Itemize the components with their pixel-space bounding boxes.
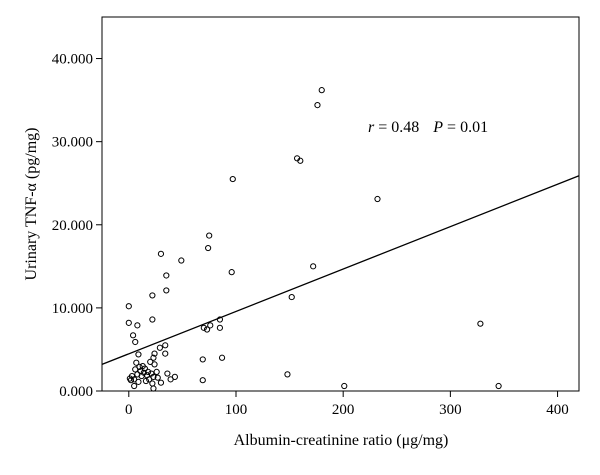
x-tick-label: 300: [439, 402, 462, 418]
correlation-annotation: r = 0.48 P = 0.01: [368, 119, 488, 136]
data-point: [495, 382, 502, 390]
data-point: [205, 244, 212, 252]
data-point: [134, 322, 141, 329]
data-point: [297, 157, 304, 164]
data-point: [132, 366, 139, 373]
data-point: [374, 195, 381, 203]
data-point: [133, 359, 140, 366]
data-point: [199, 356, 206, 363]
y-axis: 0.000 10.000 20.000 30.000 40.000: [52, 52, 102, 400]
data-point: [207, 322, 214, 329]
p-value: = 0.01: [443, 119, 488, 136]
data-point: [216, 324, 224, 331]
y-tick-label: 30.000: [52, 135, 93, 151]
data-point: [153, 368, 160, 375]
data-point: [157, 250, 165, 257]
data-point: [156, 344, 163, 351]
data-point: [146, 376, 153, 383]
data-point: [163, 272, 170, 279]
x-axis-title: Albumin-creatinine ratio (μg/mg): [234, 432, 449, 449]
data-point: [162, 350, 169, 357]
data-point: [228, 269, 235, 276]
data-point: [135, 351, 142, 358]
x-tick-label: 100: [225, 402, 248, 418]
p-symbol: P: [432, 119, 443, 136]
regression-line: [101, 175, 580, 366]
data-point: [341, 382, 348, 390]
y-tick-label: 10.000: [52, 301, 93, 317]
data-point: [125, 303, 132, 310]
x-tick-label: 0: [125, 402, 133, 418]
data-point: [314, 101, 321, 109]
data-point: [167, 376, 174, 383]
data-point: [131, 382, 138, 390]
data-point: [164, 370, 171, 377]
data-point: [142, 377, 150, 385]
data-point: [216, 316, 224, 323]
data-points: [125, 87, 502, 392]
x-tick-label: 200: [332, 402, 355, 418]
data-point: [318, 87, 325, 94]
data-point: [206, 232, 213, 239]
data-point: [157, 379, 165, 386]
data-point: [162, 342, 169, 349]
y-tick-label: 20.000: [52, 218, 93, 234]
data-point: [127, 377, 135, 384]
y-tick-label: 40.000: [52, 52, 93, 68]
data-point: [199, 377, 206, 384]
r-value: = 0.48: [374, 119, 419, 136]
plot-frame: [101, 16, 580, 392]
r-symbol: r: [368, 119, 375, 136]
data-point: [151, 350, 158, 357]
data-point: [138, 372, 145, 380]
data-point: [125, 319, 132, 326]
data-point: [150, 354, 157, 361]
data-point: [310, 263, 317, 270]
data-point: [477, 320, 484, 327]
data-point: [178, 257, 185, 264]
x-axis: 0 100 200 300 400: [125, 391, 569, 418]
data-point: [288, 293, 295, 301]
data-point: [150, 385, 157, 392]
y-tick-label: 0.000: [59, 384, 93, 400]
data-point: [218, 354, 226, 361]
data-point: [200, 324, 207, 331]
data-point: [129, 332, 137, 339]
data-point: [144, 368, 152, 375]
data-point: [151, 361, 158, 368]
x-tick-label: 400: [546, 402, 569, 418]
data-point: [149, 292, 156, 299]
data-point: [154, 374, 161, 381]
data-point: [149, 316, 156, 323]
data-point: [135, 378, 142, 385]
data-point: [163, 287, 170, 294]
data-point: [132, 338, 139, 346]
data-point: [229, 175, 236, 183]
data-point: [284, 371, 291, 378]
y-axis-title: Urinary TNF-α (pg/mg): [23, 128, 40, 281]
data-point: [203, 326, 211, 333]
data-point: [149, 380, 156, 387]
